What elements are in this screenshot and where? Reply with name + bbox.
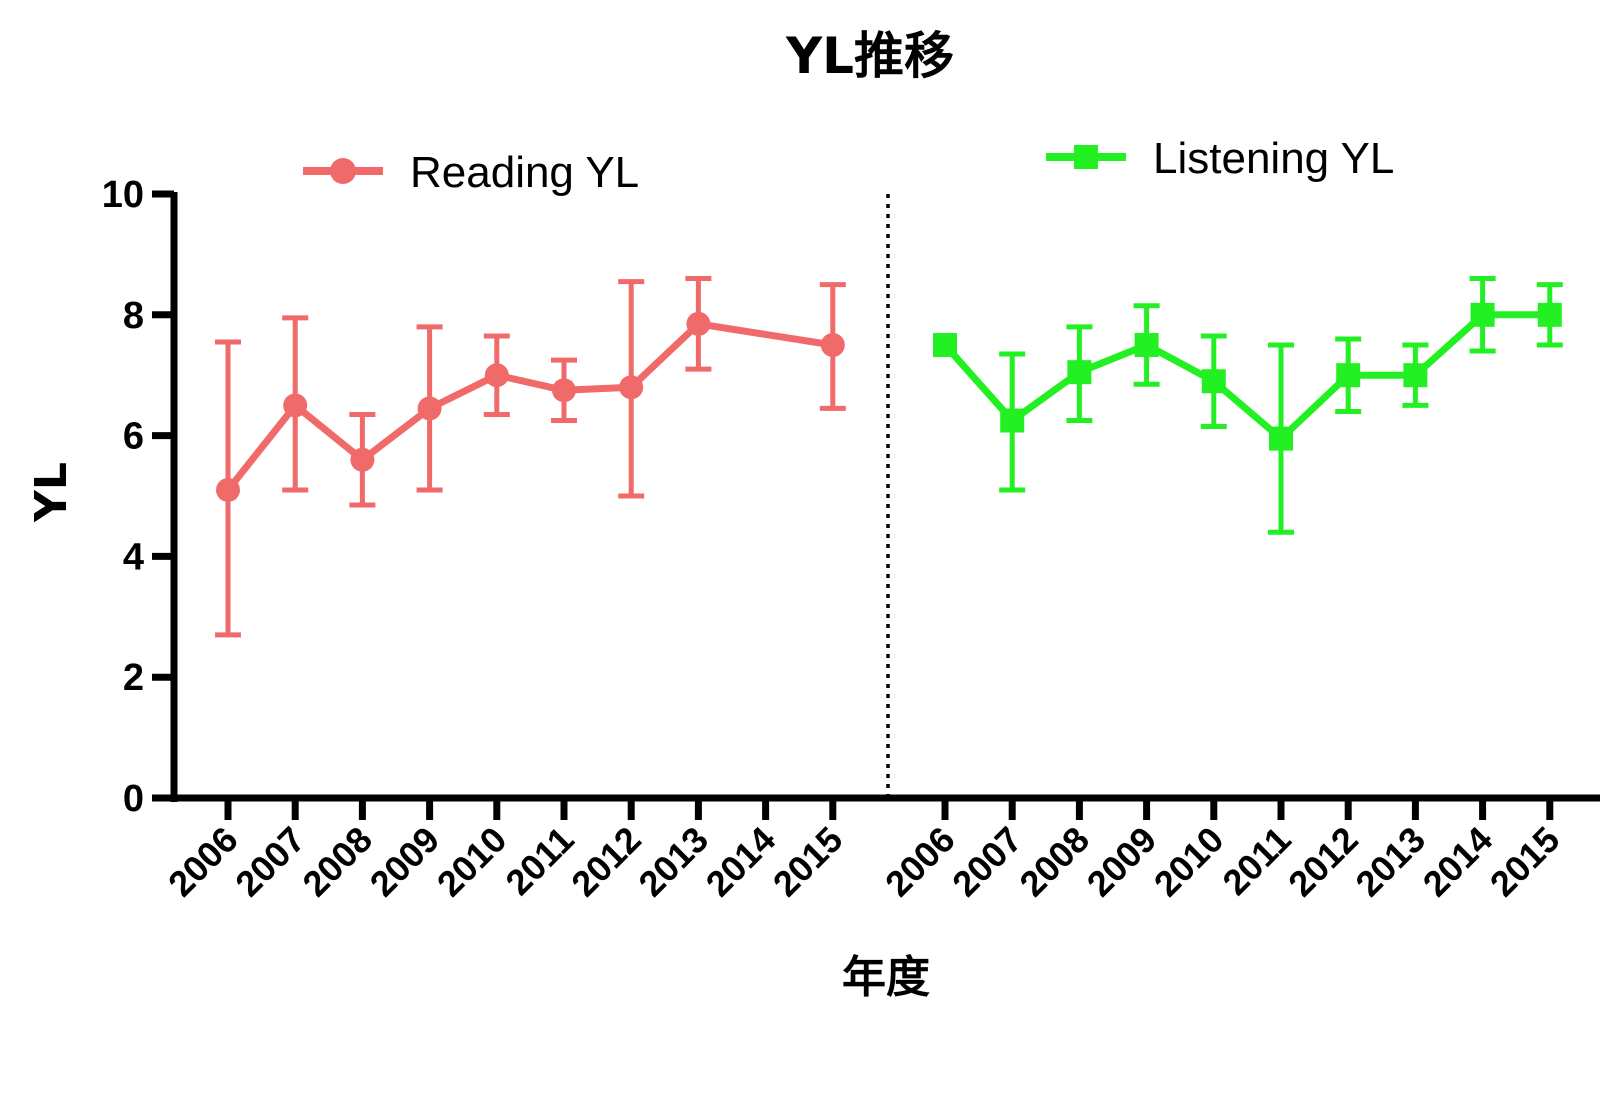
legend: Reading YL Listening YL [303,134,1394,197]
x-tick-label: 2015 [1482,819,1568,905]
y-tick-label: 4 [123,536,144,578]
x-axis-title: 年度 [842,952,930,1003]
x-tick-label: 2011 [497,819,581,903]
data-point [619,375,644,400]
series-line [942,311,1550,443]
legend-reading-label: Reading YL [410,148,639,197]
x-tick-label: 2015 [765,819,851,905]
x-tick-label: 2009 [362,819,448,905]
data-point [552,378,576,403]
series-reading [215,276,846,638]
y-axis-title: YL [26,462,77,523]
x-tick-label: 2006 [877,819,963,905]
x-axis-ticks: 2006200720082009201020112012201320142015… [160,798,1567,904]
series-listening [933,276,1563,535]
chart-title: YL推移 [785,27,954,85]
x-tick-label: 2010 [1146,819,1232,905]
x-tick-label: 2014 [1415,819,1501,905]
data-point [1537,302,1562,327]
y-axis-ticks: 0 2 4 6 8 10 [102,174,174,820]
x-tick-label: 2013 [630,819,716,905]
data-point [1134,333,1159,357]
axes [170,192,1600,802]
x-tick-label: 2011 [1214,819,1298,903]
x-tick-label: 2010 [429,819,515,905]
y-tick-label: 8 [123,295,144,337]
data-point [417,396,442,421]
y-tick-label: 10 [102,174,144,216]
x-tick-label: 2013 [1347,819,1433,905]
y-tick-label: 0 [123,778,144,820]
x-tick-label: 2007 [944,819,1030,905]
series-layer [215,276,1563,638]
legend-listening-marker [1074,145,1098,169]
y-tick-label: 2 [123,657,144,699]
data-point [1000,408,1025,433]
data-point [484,363,509,388]
legend-reading-marker [330,158,356,184]
legend-item-listening: Listening YL [1046,134,1394,183]
x-tick-label: 2007 [227,819,313,905]
data-point [1201,369,1226,394]
x-tick-label: 2009 [1079,819,1165,905]
x-tick-label: 2008 [1011,819,1097,905]
data-point [1470,302,1495,327]
data-point [1269,426,1293,451]
data-point [350,447,375,472]
data-point [1336,363,1361,388]
data-point [216,477,240,502]
x-tick-label: 2008 [294,819,380,905]
data-point [283,393,308,418]
data-point [1067,360,1092,385]
data-point [933,333,957,357]
legend-item-reading: Reading YL [303,148,639,197]
series-line [225,320,834,493]
legend-listening-label: Listening YL [1153,134,1394,183]
x-tick-label: 2012 [563,819,649,905]
x-tick-label: 2014 [698,819,784,905]
data-point [820,333,845,357]
y-tick-label: 6 [123,416,144,458]
x-tick-label: 2006 [160,819,246,905]
x-tick-label: 2012 [1280,819,1366,905]
data-point [1403,363,1428,388]
data-point [686,311,711,336]
